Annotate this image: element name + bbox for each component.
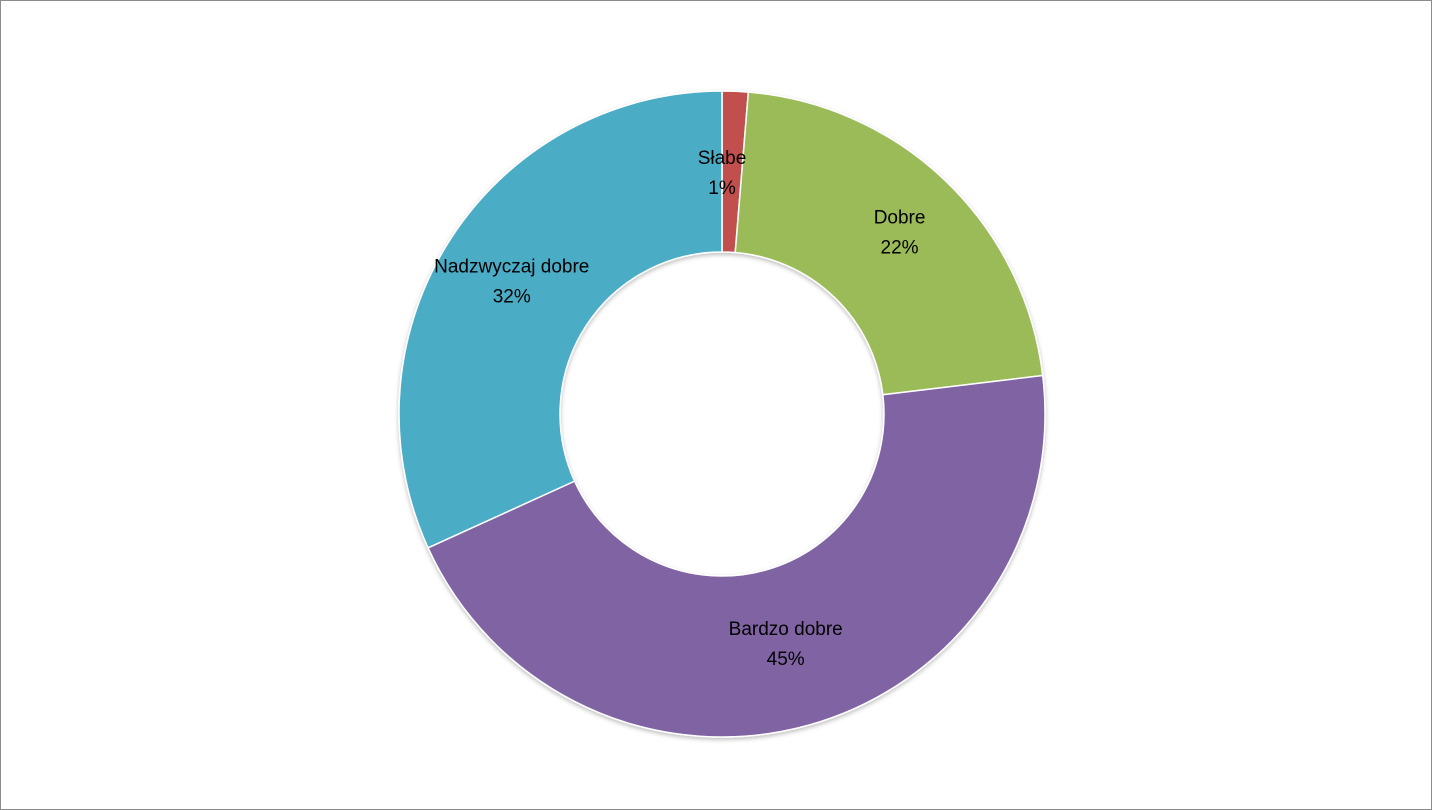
slice-labels: Słabe 1% Dobre 22% Bardzo dobre 45% Nadzwyczaj… xyxy=(434,148,925,670)
slice-label-bardzo-dobre: Bardzo dobre 45% xyxy=(729,619,843,670)
slice-label-nadzwyczaj-dobre: Nadzwyczaj dobre 32% xyxy=(434,257,589,308)
slice-label-slabe: Słabe 1% xyxy=(698,148,747,199)
slice-nadzwyczaj-dobre xyxy=(398,90,723,549)
donut-slices xyxy=(398,90,1046,738)
slice-bardzo-dobre xyxy=(427,374,1046,738)
slice-label-dobre: Dobre 22% xyxy=(874,208,926,259)
slice-dobre xyxy=(734,91,1044,396)
